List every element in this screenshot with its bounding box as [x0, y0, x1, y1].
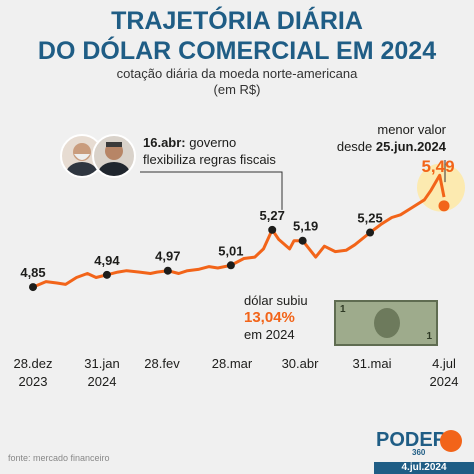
x-tick-label-line1: 30.abr — [281, 356, 319, 371]
x-tick-label-line1: 4.jul — [432, 356, 456, 371]
data-label-0: 4,85 — [20, 265, 45, 280]
x-tick-label-4: 30.abr — [270, 355, 330, 373]
data-label-3: 5,01 — [218, 243, 243, 258]
x-tick-label-line1: 28.mar — [211, 356, 253, 371]
x-tick-label-line1: 28.fev — [144, 356, 180, 371]
x-tick-label-line2: 2024 — [87, 374, 117, 389]
annotation-yearly-rise: dólar subiu 13,04% em 2024 — [244, 292, 308, 343]
chart-subtitle: cotação diária da moeda norte-americana — [116, 66, 358, 81]
data-label-2: 4,97 — [155, 249, 180, 264]
marker-point-max — [438, 200, 450, 212]
x-tick-label-1: 31.jan 2024 — [72, 355, 132, 391]
marker-point-0 — [29, 283, 37, 292]
annotation-min-date: 25.jun.2024 — [375, 139, 446, 154]
x-tick-label-line1: 28.dez — [13, 356, 53, 371]
marker-point-5 — [298, 236, 307, 245]
marker-point-1 — [102, 270, 111, 279]
x-tick-label-3: 28.mar — [202, 355, 262, 373]
annotation-april-16: 16.abr: governo flexibiliza regras fisca… — [143, 134, 276, 168]
annotation-april-16-text-2: flexibiliza regras fiscais — [143, 152, 276, 167]
source-footer: fonte: mercado financeiro — [8, 453, 110, 463]
publication-date-tag: 4.jul.2024 — [374, 462, 474, 474]
x-tick-label-line2: 2023 — [18, 374, 48, 389]
x-tick-label-line2: 2024 — [429, 374, 459, 389]
chart-title-line-2: DO DÓLAR COMERCIAL EM 2024 — [37, 37, 437, 65]
poder360-logo-sub: 360 — [412, 448, 426, 457]
annotation-april-16-date: 16.abr: — [143, 135, 186, 150]
data-label-6: 5,25 — [357, 211, 382, 226]
bill-denomination-mark: 1 — [340, 304, 346, 315]
data-label-5: 5,19 — [293, 219, 318, 234]
politician-photo-2 — [92, 134, 136, 178]
annotation-rise-percent: 13,04% — [244, 309, 295, 326]
x-tick-label-line1: 31.mai — [352, 356, 392, 371]
x-tick-label-0: 28.dez 2023 — [3, 355, 63, 391]
annotation-april-16-text: governo — [185, 135, 237, 150]
annotation-rise-line-3: em 2024 — [244, 327, 295, 342]
annotation-min-line-1: menor valor — [377, 122, 446, 137]
bill-portrait — [374, 308, 400, 338]
marker-point-3 — [226, 261, 235, 270]
annotation-min-value: menor valor desde 25.jun.2024 — [300, 121, 446, 155]
x-tick-label-5: 31.mai — [342, 355, 402, 373]
chart-unit: (em R$) — [213, 82, 261, 97]
x-tick-label-line1: 31.jan — [84, 356, 120, 371]
poder360-logo-badge — [440, 430, 462, 452]
data-label-7: 5,49 — [421, 157, 454, 176]
bill-denomination-mark-2: 1 — [426, 331, 432, 342]
series-line-dolar — [32, 173, 446, 289]
marker-point-4 — [268, 225, 277, 234]
x-tick-label-2: 28.fev — [132, 355, 192, 373]
dollar-bill-image: 1 1 — [334, 300, 438, 346]
x-tick-label-6: 4.jul 2024 — [414, 355, 474, 391]
annotation-april-16-connector — [140, 171, 283, 210]
marker-point-2 — [163, 266, 172, 275]
data-label-1: 4,94 — [94, 253, 120, 268]
poder360-logo-text: PODER — [376, 429, 448, 451]
annotation-min-prefix: desde — [336, 139, 376, 154]
annotation-rise-line-1: dólar subiu — [244, 293, 308, 308]
marker-point-6 — [366, 228, 375, 237]
chart-title-line-1: TRAJETÓRIA DIÁRIA — [111, 7, 363, 35]
data-label-4: 5,27 — [260, 208, 285, 223]
